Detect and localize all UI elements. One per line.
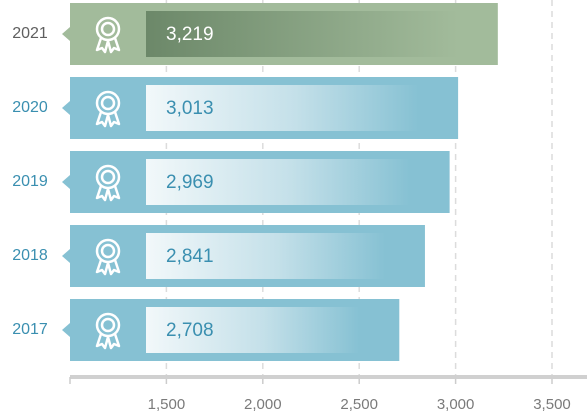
award-core (100, 169, 116, 185)
award-core (100, 21, 116, 37)
award-icon (95, 90, 121, 128)
x-tick-label: 2,500 (340, 396, 378, 413)
award-icon (95, 312, 121, 350)
x-tick-label: 1,500 (148, 396, 186, 413)
label-pointer (62, 249, 70, 263)
award-core (100, 95, 116, 111)
award-ribbon (95, 185, 121, 202)
value-label: 2,841 (166, 246, 214, 267)
award-ribbon (95, 37, 121, 54)
category-label: 2021 (12, 25, 48, 42)
bar-panel (146, 307, 360, 353)
label-pointer (62, 175, 70, 189)
bar-panel (146, 159, 410, 205)
award-icon (95, 164, 121, 202)
label-pointer (62, 101, 70, 115)
x-tick-label: 3,000 (437, 396, 475, 413)
value-label: 3,219 (166, 24, 214, 45)
category-label: 2018 (12, 247, 48, 264)
award-icon (95, 16, 121, 54)
x-tick-label: 2,000 (244, 396, 282, 413)
value-label: 2,708 (166, 320, 214, 341)
award-ribbon (95, 333, 121, 350)
value-label: 2,969 (166, 172, 214, 193)
category-label: 2020 (12, 99, 48, 116)
award-core (100, 243, 116, 259)
category-label: 2019 (12, 173, 48, 190)
category-label: 2017 (12, 321, 48, 338)
award-icon (95, 238, 121, 276)
award-ribbon (95, 259, 121, 276)
label-pointer (62, 27, 70, 41)
value-label: 3,013 (166, 98, 214, 119)
award-ribbon (95, 111, 121, 128)
bar-panel (146, 233, 385, 279)
award-core (100, 317, 116, 333)
label-pointer (62, 323, 70, 337)
bar-panel (146, 11, 458, 57)
bar-panel (146, 85, 419, 131)
x-tick-label: 3,500 (533, 396, 571, 413)
